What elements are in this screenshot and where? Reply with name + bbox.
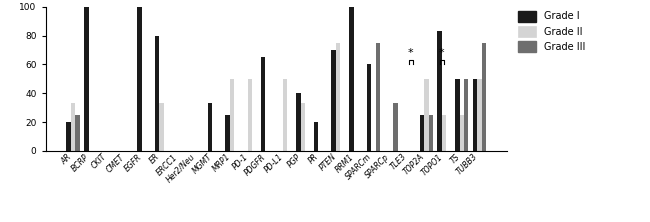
Bar	[159, 103, 164, 151]
Bar	[155, 36, 159, 151]
Bar	[336, 43, 341, 151]
Bar	[314, 122, 318, 151]
Bar	[349, 7, 354, 151]
Bar	[442, 115, 447, 151]
Bar	[460, 115, 464, 151]
Bar	[477, 79, 482, 151]
Bar	[137, 7, 142, 151]
Bar	[71, 103, 75, 151]
Bar	[376, 43, 380, 151]
Bar	[248, 79, 252, 151]
Bar	[283, 79, 287, 151]
Text: *: *	[408, 48, 414, 58]
Bar	[464, 79, 469, 151]
Bar	[420, 115, 424, 151]
Bar	[296, 93, 300, 151]
Bar	[300, 103, 305, 151]
Legend: Grade I, Grade II, Grade III: Grade I, Grade II, Grade III	[517, 9, 587, 54]
Bar	[230, 79, 234, 151]
Bar	[208, 103, 212, 151]
Bar	[332, 50, 336, 151]
Bar	[84, 7, 88, 151]
Bar	[437, 31, 442, 151]
Bar	[482, 43, 486, 151]
Bar	[455, 79, 460, 151]
Bar	[428, 115, 433, 151]
Bar	[473, 79, 477, 151]
Bar	[75, 115, 80, 151]
Bar	[393, 103, 398, 151]
Bar	[367, 64, 371, 151]
Bar	[66, 122, 71, 151]
Bar	[226, 115, 230, 151]
Text: *: *	[439, 48, 445, 58]
Bar	[261, 57, 265, 151]
Bar	[424, 79, 428, 151]
